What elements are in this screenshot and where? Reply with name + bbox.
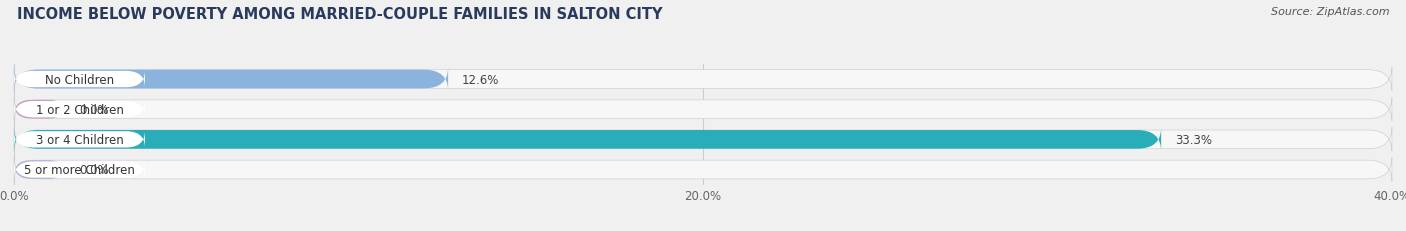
FancyBboxPatch shape [14,158,1392,182]
FancyBboxPatch shape [14,101,145,118]
Text: 0.0%: 0.0% [80,163,110,176]
FancyBboxPatch shape [14,100,66,119]
FancyBboxPatch shape [14,71,145,88]
Text: No Children: No Children [45,73,114,86]
FancyBboxPatch shape [14,68,449,91]
Text: INCOME BELOW POVERTY AMONG MARRIED-COUPLE FAMILIES IN SALTON CITY: INCOME BELOW POVERTY AMONG MARRIED-COUPL… [17,7,662,22]
FancyBboxPatch shape [14,128,1392,152]
Text: 5 or more Children: 5 or more Children [24,163,135,176]
FancyBboxPatch shape [14,68,1392,91]
FancyBboxPatch shape [14,161,66,179]
Text: 33.3%: 33.3% [1175,133,1212,146]
FancyBboxPatch shape [14,98,1392,122]
FancyBboxPatch shape [14,128,1161,152]
FancyBboxPatch shape [14,161,145,178]
FancyBboxPatch shape [14,131,145,148]
Text: 1 or 2 Children: 1 or 2 Children [35,103,124,116]
Text: 12.6%: 12.6% [463,73,499,86]
Text: Source: ZipAtlas.com: Source: ZipAtlas.com [1271,7,1389,17]
Text: 3 or 4 Children: 3 or 4 Children [35,133,124,146]
Text: 0.0%: 0.0% [80,103,110,116]
